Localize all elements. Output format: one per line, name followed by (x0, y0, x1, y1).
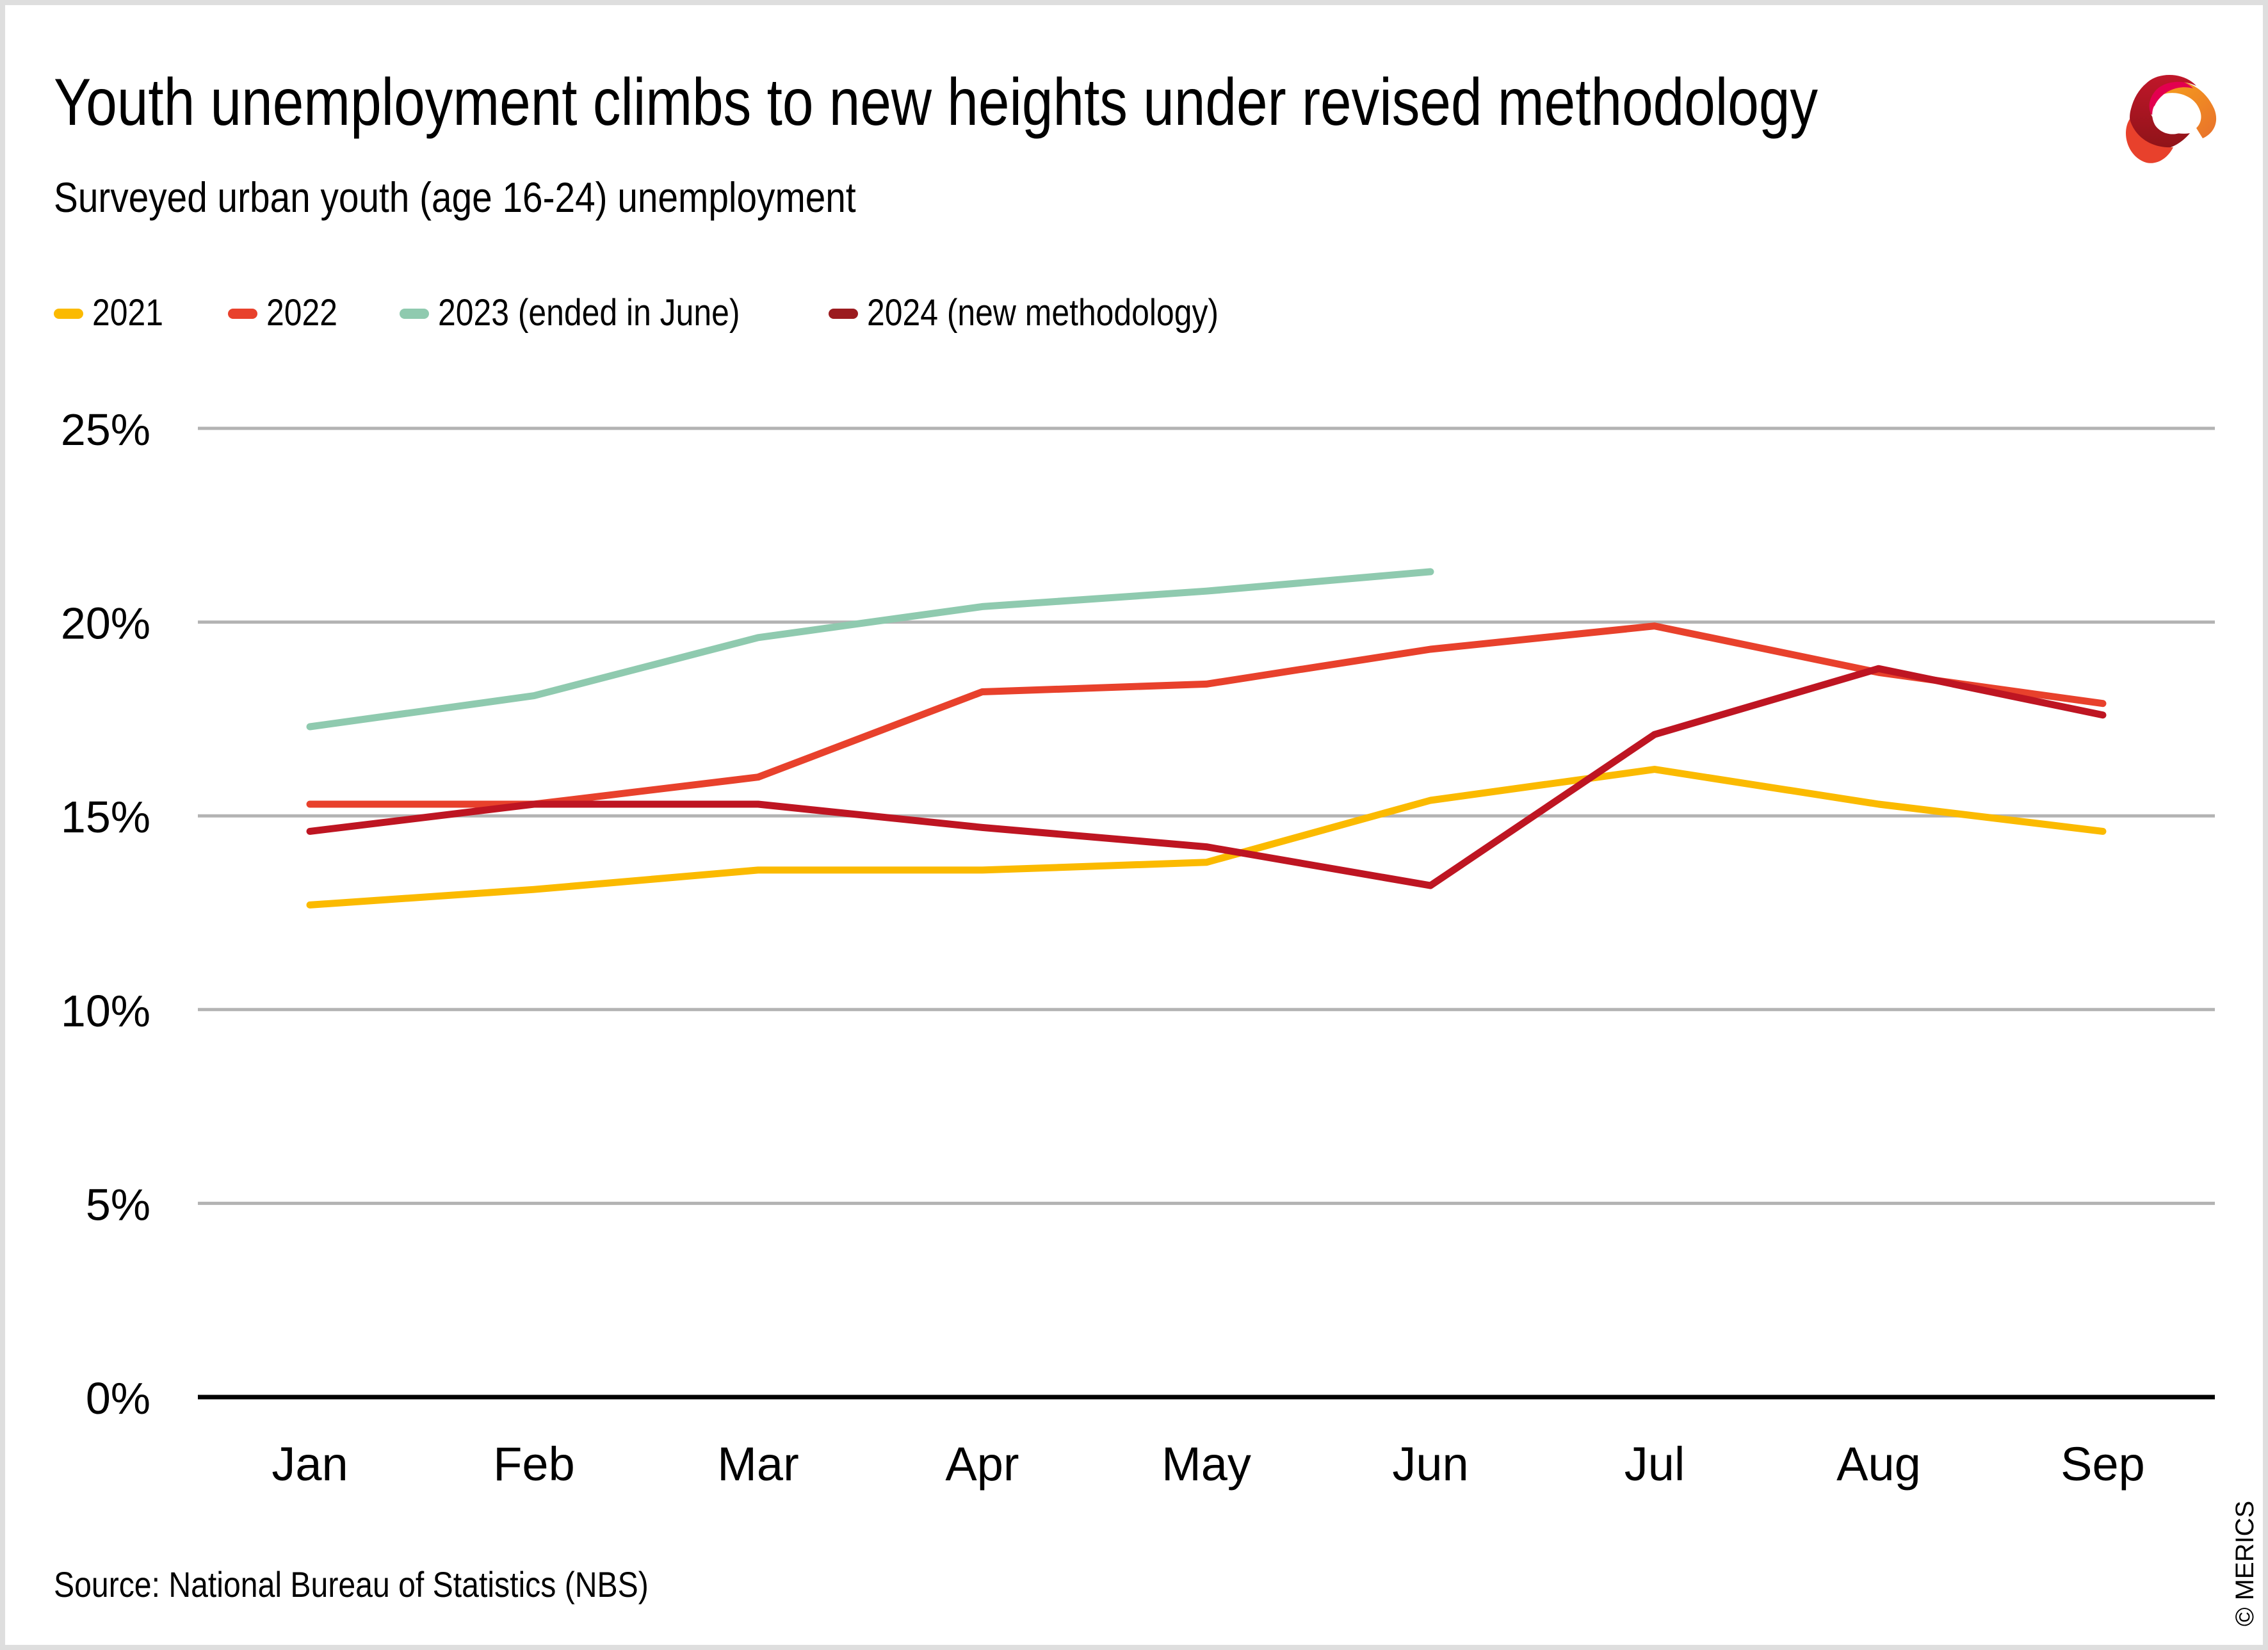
merics-ribbon-logo-icon (2107, 58, 2222, 173)
series-line-2024[interactable] (306, 665, 2107, 889)
copyright-note: © MERICS (2231, 1500, 2259, 1626)
gridlines (198, 426, 2215, 1205)
x-tick-label-jun: Jun (1392, 1437, 1468, 1491)
legend-swatch-2022 (228, 309, 257, 319)
legend-swatch-2021 (54, 309, 83, 319)
x-tick-label-mar: Mar (717, 1437, 798, 1491)
y-tick-label-25: 25% (61, 405, 150, 455)
chart-subtitle-text: Surveyed urban youth (age 16-24) unemplo… (54, 174, 856, 221)
legend-label-2024: 2024 (new methodology) (867, 292, 1219, 334)
x-axis-tick-labels: Jan Feb Mar Apr May Jun Jul Aug Sep (271, 1437, 2144, 1491)
chart-title: Youth unemployment climbs to new heights… (54, 64, 2154, 141)
y-axis-tick-labels: 0% 5% 10% 15% 20% 25% (61, 405, 150, 1423)
y-tick-label-10: 10% (61, 986, 150, 1036)
y-tick-label-0: 0% (86, 1373, 150, 1423)
x-tick-label-jul: Jul (1624, 1437, 1685, 1491)
y-tick-label-20: 20% (61, 599, 150, 649)
x-tick-label-apr: Apr (945, 1437, 1019, 1491)
x-tick-label-may: May (1162, 1437, 1251, 1491)
legend-swatch-2024 (829, 309, 858, 319)
series-line-2021[interactable] (306, 766, 2107, 909)
legend-label-2023: 2023 (ended in June) (438, 292, 740, 334)
series-lines (306, 568, 2107, 909)
chart-title-text: Youth unemployment climbs to new heights… (54, 65, 1818, 140)
series-line-2023[interactable] (306, 568, 1434, 731)
legend-swatch-2023 (400, 309, 429, 319)
x-tick-label-sep: Sep (2061, 1437, 2145, 1491)
x-tick-label-aug: Aug (1836, 1437, 1921, 1491)
series-line-2022[interactable] (306, 622, 2107, 808)
source-note: Source: National Bureau of Statistics (N… (54, 1562, 745, 1607)
chart-subtitle: Surveyed urban youth (age 16-24) unemplo… (54, 172, 987, 223)
x-tick-label-jan: Jan (271, 1437, 348, 1491)
y-tick-label-15: 15% (61, 792, 150, 842)
legend-label-2022: 2022 (266, 292, 337, 334)
y-tick-label-5: 5% (86, 1179, 150, 1229)
source-text: Source: National Bureau of Statistics (N… (54, 1564, 649, 1605)
x-tick-label-feb: Feb (493, 1437, 575, 1491)
legend-label-2021: 2021 (92, 292, 163, 334)
